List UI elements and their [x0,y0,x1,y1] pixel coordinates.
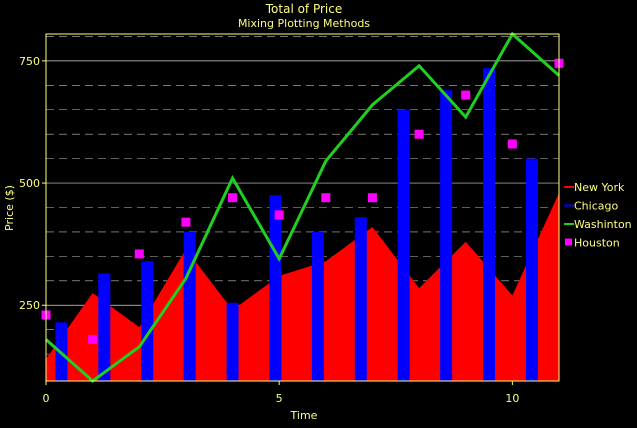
area-new-york [46,192,559,381]
x-tick-label: 10 [505,392,519,405]
x-tick-label: 0 [43,392,50,405]
point-houston [88,334,98,344]
point-houston [367,193,377,203]
point-houston [228,193,238,203]
bar-chicago [98,273,111,381]
point-houston [134,249,144,259]
point-houston [321,193,331,203]
legend: New York Chicago Washinton Houston [564,181,632,250]
x-tick-label: 5 [276,392,283,405]
chart-subtitle: Mixing Plotting Methods [238,17,370,30]
y-tick-label: 750 [19,55,40,68]
x-axis-label: Time [290,409,318,422]
point-houston [461,90,471,100]
line-washinton [45,31,560,383]
legend-label: Chicago [574,200,618,213]
bar-chicago [354,217,367,381]
bar-chicago [440,90,453,381]
bar-chicago [397,109,410,381]
point-houston [414,129,424,139]
bar-chicago [226,302,239,381]
legend-marker [565,238,572,246]
line-series-layer [45,31,560,383]
plot-frame [45,33,560,382]
y-tick-label: 500 [19,177,40,190]
area-series-layer [46,192,559,381]
legend-label: Washinton [574,218,632,231]
bar-chicago [525,158,538,381]
bar-chicago [183,231,196,381]
axes [45,33,560,382]
bar-chicago [311,231,324,381]
point-houston [181,217,191,227]
legend-label: Houston [574,237,620,250]
bar-chicago [269,195,282,381]
y-tick-label: 250 [19,299,40,312]
chart-title: Total of Price [265,2,343,16]
bar-chicago [141,261,154,381]
legend-label: New York [574,181,625,194]
tick-labels: 250 500 750 0 5 10 [19,55,519,405]
bar-series-layer [55,68,538,381]
y-axis-label: Price ($) [3,185,16,231]
point-houston [507,139,517,149]
bar-chicago [483,68,496,381]
point-houston [274,210,284,220]
